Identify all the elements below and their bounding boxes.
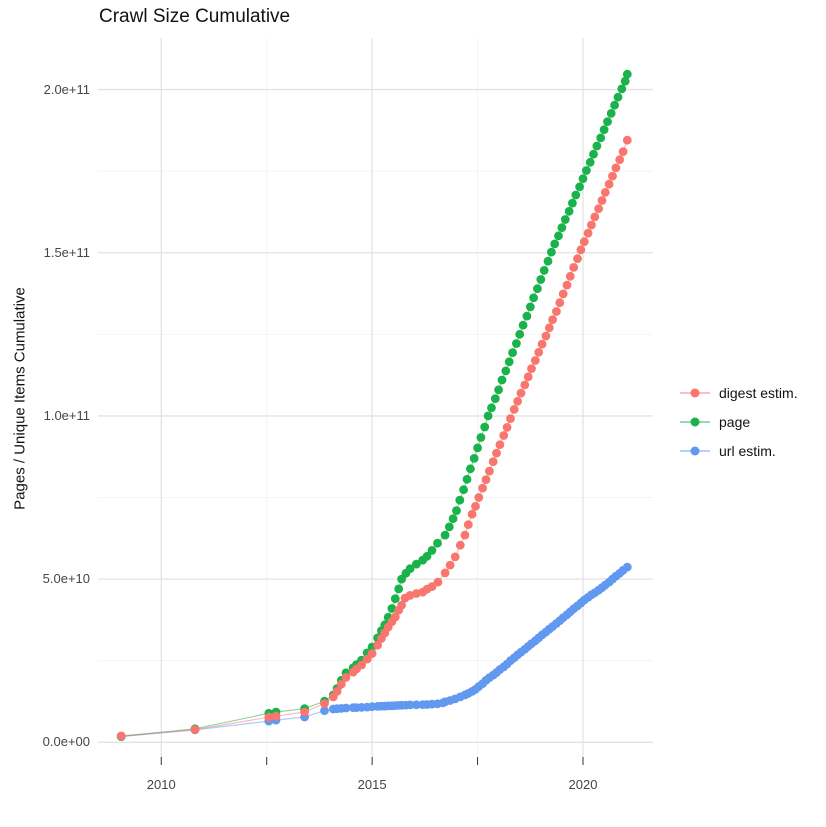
- x-tick-label: 2020: [568, 777, 598, 792]
- legend: digest estim. page url estim.: [678, 378, 798, 465]
- legend-label-url-estim: url estim.: [719, 442, 776, 459]
- legend-key-url-icon: [680, 446, 710, 455]
- legend-label-digest-estim: digest estim.: [719, 384, 798, 401]
- x-tick-label: 2015: [357, 777, 387, 792]
- grid-minor: [98, 38, 653, 757]
- y-tick-label: 0.0e+00: [42, 734, 90, 750]
- y-tick-label: 5.0e+10: [42, 571, 90, 587]
- legend-label-page: page: [719, 413, 751, 430]
- series-digest-estim: [116, 135, 632, 741]
- x-axis-ticks: [160, 757, 584, 765]
- y-tick-label: 2.0e+11: [43, 81, 90, 97]
- legend-item-digest-estim: digest estim.: [678, 378, 798, 407]
- y-tick-label: 1.5e+11: [43, 244, 90, 260]
- legend-key-digest-icon: [680, 388, 710, 397]
- chart-title: Crawl Size Cumulative: [99, 6, 291, 27]
- x-tick-label: 2010: [146, 777, 176, 792]
- legend-key-page-icon: [680, 417, 710, 426]
- legend-item-url-estim: url estim.: [678, 436, 798, 465]
- series-page: [116, 69, 632, 741]
- y-tick-label: 1.0e+11: [43, 407, 90, 423]
- legend-item-page: page: [678, 407, 798, 436]
- grid-major: [98, 38, 653, 757]
